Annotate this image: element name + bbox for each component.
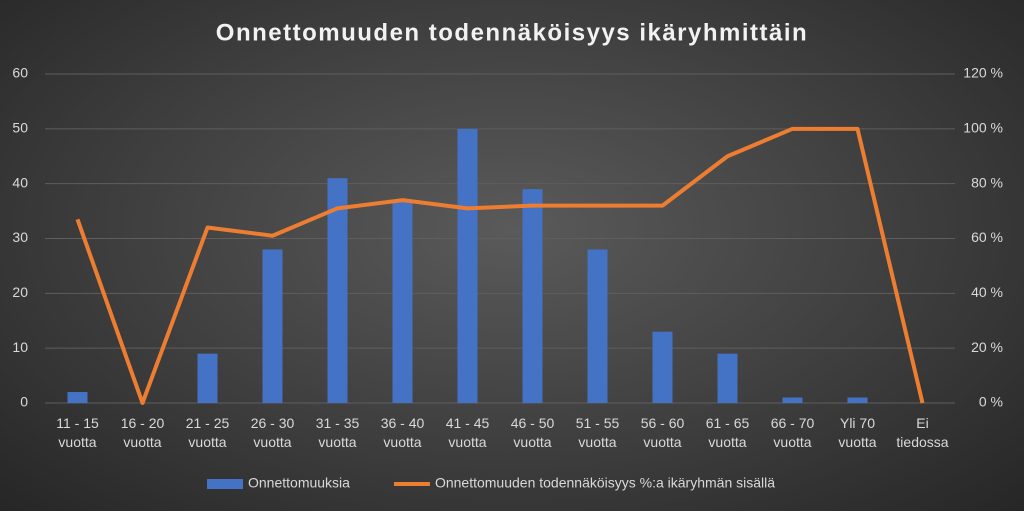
x-tick-label: 21 - 25 vuotta [185, 415, 230, 450]
y-tick-label: 0 [20, 394, 28, 410]
y-tick-label: 30 [12, 229, 28, 245]
x-tick-label: 51 - 55 vuotta [575, 415, 620, 450]
y2-tick-label: 80 % [971, 174, 1003, 190]
bar [392, 200, 413, 403]
y2-tick-label: 20 % [971, 339, 1003, 355]
x-tick-label: 11 - 15 vuotta [56, 415, 99, 450]
y-tick-label: 10 [12, 339, 28, 355]
x-tick-label: 41 - 45 vuotta [445, 415, 490, 450]
line [75, 126, 925, 405]
y-tick-label: 60 [12, 65, 28, 81]
x-tick-label: 31 - 35 vuotta [315, 415, 360, 450]
y-tick-label: 50 [12, 120, 28, 136]
bar [67, 392, 88, 403]
bar [522, 189, 543, 403]
y2-tick-label: 60 % [971, 229, 1003, 245]
x-tick-label: 66 - 70 vuotta [770, 415, 815, 450]
y2-tick-label: 120 % [963, 65, 1003, 81]
x-tick-label: Ei tiedossa [896, 415, 949, 450]
bar [262, 249, 283, 403]
y2-tick-label: 40 % [971, 284, 1003, 300]
x-tick-label: Yli 70 vuotta [838, 415, 877, 450]
x-tick-label: 56 - 60 vuotta [640, 415, 685, 450]
bar [717, 353, 738, 403]
x-tick-label: 16 - 20 vuotta [120, 415, 165, 450]
bar [847, 397, 868, 403]
x-tick-label: 46 - 50 vuotta [510, 415, 555, 450]
bar [652, 331, 673, 403]
bar [587, 249, 608, 403]
bar [327, 178, 348, 403]
y-tick-label: 20 [12, 284, 28, 300]
chart-title: Onnettomuuden todennäköisyys ikäryhmittä… [216, 19, 808, 46]
x-tick-label: 36 - 40 vuotta [380, 415, 425, 450]
y-tick-label: 40 [12, 174, 28, 190]
legend-label: Onnettomuuksia [248, 475, 350, 491]
x-tick-label: 61 - 65 vuotta [705, 415, 750, 450]
y2-tick-label: 100 % [963, 120, 1003, 136]
bar [782, 397, 803, 403]
legend-label: Onnettomuuden todennäköisyys %:a ikäryhm… [435, 475, 775, 491]
bar [457, 128, 478, 404]
x-tick-label: 26 - 30 vuotta [250, 415, 295, 450]
legend-swatch [207, 479, 243, 489]
bar [197, 353, 218, 403]
y2-tick-label: 0 % [979, 394, 1003, 410]
